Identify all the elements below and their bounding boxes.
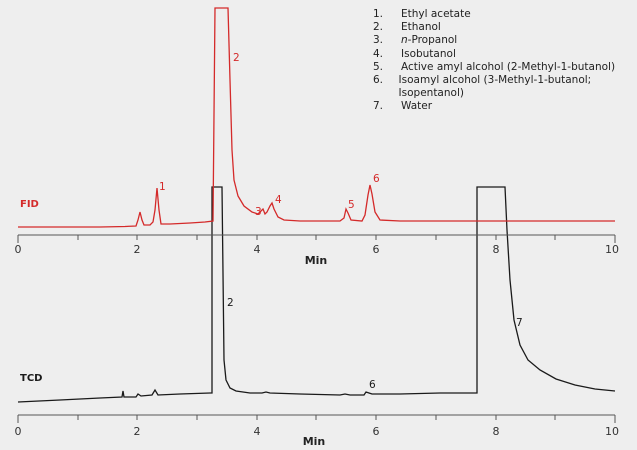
svg-text:3: 3: [255, 206, 262, 218]
legend-item: 5. Active amyl alcohol (2-Methyl-1-butano…: [373, 60, 616, 73]
svg-text:5: 5: [348, 199, 355, 211]
svg-text:8: 8: [493, 243, 500, 256]
fid-peak-labels: 1 2 3 4 5 6: [159, 52, 380, 218]
fid-x-axis: [17, 234, 616, 243]
tcd-peak-labels: 2 6 7: [227, 297, 523, 391]
tcd-x-axis: [17, 414, 616, 423]
svg-text:4: 4: [275, 194, 282, 206]
legend-item: 4. Isobutanol: [373, 47, 456, 60]
svg-text:7: 7: [516, 317, 523, 329]
svg-text:6: 6: [369, 379, 376, 391]
svg-text:2: 2: [134, 425, 141, 438]
svg-text:6: 6: [373, 425, 380, 438]
svg-text:10: 10: [605, 243, 619, 256]
legend-item: 6. Isoamyl alcohol (3-Methyl-1-butanol; I…: [373, 74, 592, 100]
svg-text:0: 0: [15, 425, 22, 438]
compound-legend: 1. Ethyl acetate 2. Ethanol 3. n-Propanol 4…: [368, 8, 637, 114]
svg-text:8: 8: [493, 425, 500, 438]
fid-trace: [18, 7, 615, 228]
fid-tick-labels: 0 2 4 6 8 10: [15, 243, 620, 256]
svg-text:2: 2: [134, 243, 141, 256]
tcd-trace: [17, 186, 616, 403]
legend-item: 2. Ethanol: [373, 21, 441, 34]
svg-text:1: 1: [159, 181, 166, 193]
svg-text:2: 2: [227, 297, 234, 309]
svg-text:6: 6: [373, 173, 380, 185]
tcd-tick-labels: 0 2 4 6 8 10: [15, 425, 620, 438]
fid-label: FID: [20, 199, 39, 210]
legend-item: 3. n-Propanol: [373, 34, 458, 47]
svg-text:2: 2: [233, 52, 240, 64]
svg-text:0: 0: [15, 243, 22, 256]
svg-text:4: 4: [254, 425, 261, 438]
legend-item: 1. Ethyl acetate: [373, 8, 471, 20]
svg-text:4: 4: [254, 243, 261, 256]
fid-xaxis-label: Min: [305, 254, 328, 267]
svg-text:6: 6: [373, 243, 380, 256]
tcd-label: TCD: [20, 373, 42, 384]
legend-item: 7. Water: [373, 100, 433, 113]
svg-text:10: 10: [605, 425, 619, 438]
tcd-xaxis-label: Min: [303, 435, 326, 448]
